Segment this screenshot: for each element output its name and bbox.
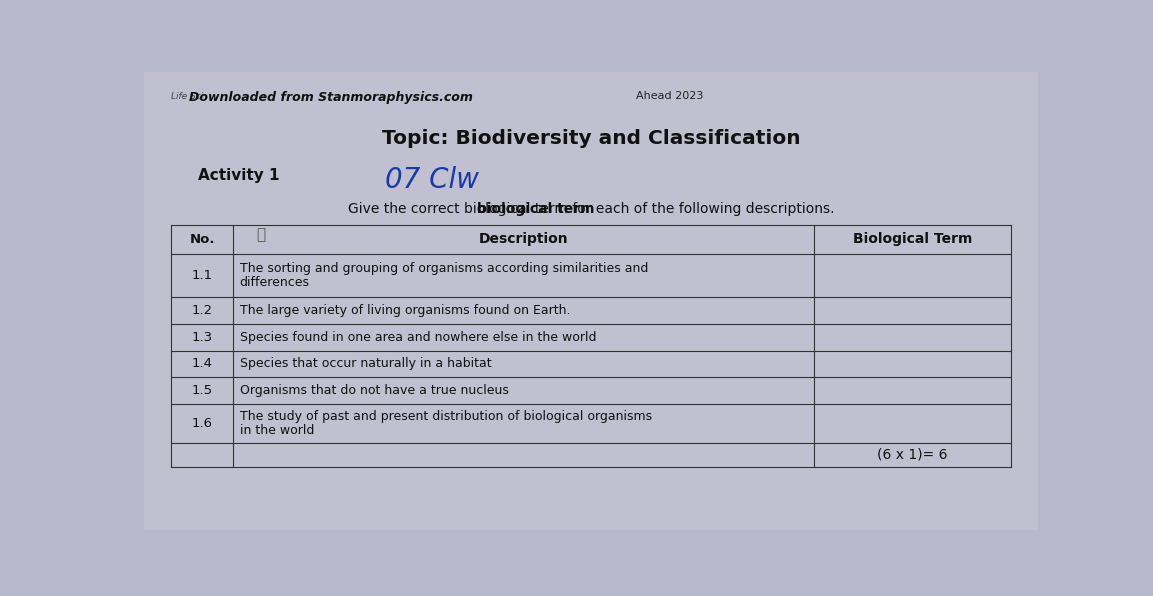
- Text: Give the correct biological term for each of the following descriptions.: Give the correct biological term for eac…: [348, 202, 834, 216]
- Text: The large variety of living organisms found on Earth.: The large variety of living organisms fo…: [240, 304, 571, 317]
- Text: 1.2: 1.2: [191, 304, 213, 317]
- Text: Activity 1: Activity 1: [198, 168, 279, 183]
- Text: (6 x 1)= 6: (6 x 1)= 6: [877, 448, 948, 462]
- Text: Ahead 2023: Ahead 2023: [635, 91, 703, 101]
- Text: in the world: in the world: [240, 424, 314, 437]
- Text: 1.4: 1.4: [191, 358, 212, 370]
- Text: 📋: 📋: [256, 228, 265, 243]
- Text: 1.5: 1.5: [191, 384, 213, 397]
- Text: 07 Clw: 07 Clw: [385, 166, 480, 194]
- Text: Species that occur naturally in a habitat: Species that occur naturally in a habita…: [240, 358, 491, 370]
- Text: 1.6: 1.6: [191, 417, 212, 430]
- Text: Topic: Biodiversity and Classification: Topic: Biodiversity and Classification: [382, 129, 800, 148]
- Text: Species found in one area and nowhere else in the world: Species found in one area and nowhere el…: [240, 331, 596, 344]
- Text: Biological Term: Biological Term: [853, 232, 972, 247]
- Text: The study of past and present distribution of biological organisms: The study of past and present distributi…: [240, 410, 651, 423]
- Text: Organisms that do not have a true nucleus: Organisms that do not have a true nucleu…: [240, 384, 508, 397]
- Text: Downloaded from Stanmoraphysics.com: Downloaded from Stanmoraphysics.com: [189, 91, 473, 104]
- Text: Life Sci: Life Sci: [171, 92, 203, 101]
- Text: differences: differences: [240, 276, 310, 289]
- Text: Description: Description: [480, 232, 568, 247]
- Text: The sorting and grouping of organisms according similarities and: The sorting and grouping of organisms ac…: [240, 262, 648, 275]
- Text: No.: No.: [189, 233, 214, 246]
- Text: 1.1: 1.1: [191, 269, 213, 282]
- Text: 1.3: 1.3: [191, 331, 213, 344]
- Text: biological term: biological term: [476, 202, 594, 216]
